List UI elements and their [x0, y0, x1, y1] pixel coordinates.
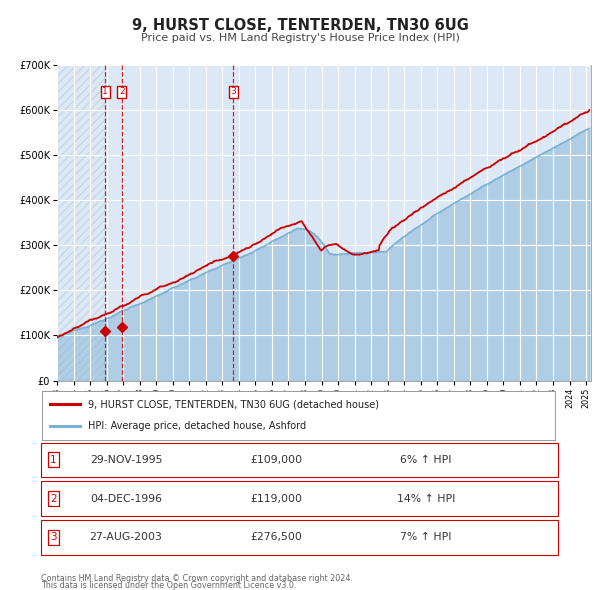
- Text: £109,000: £109,000: [250, 455, 302, 464]
- Text: 1: 1: [50, 455, 57, 464]
- Bar: [57, 65, 105, 381]
- Text: 9, HURST CLOSE, TENTERDEN, TN30 6UG (detached house): 9, HURST CLOSE, TENTERDEN, TN30 6UG (det…: [88, 399, 379, 409]
- Text: 27-AUG-2003: 27-AUG-2003: [89, 533, 163, 542]
- Text: 7% ↑ HPI: 7% ↑ HPI: [400, 533, 452, 542]
- Text: 3: 3: [50, 533, 57, 542]
- Text: Price paid vs. HM Land Registry's House Price Index (HPI): Price paid vs. HM Land Registry's House …: [140, 33, 460, 42]
- Text: 1: 1: [102, 87, 108, 96]
- Text: 6% ↑ HPI: 6% ↑ HPI: [400, 455, 452, 464]
- Text: £119,000: £119,000: [250, 494, 302, 503]
- Text: £276,500: £276,500: [250, 533, 302, 542]
- Text: 29-NOV-1995: 29-NOV-1995: [90, 455, 162, 464]
- Text: 2: 2: [119, 87, 125, 96]
- Text: 3: 3: [230, 87, 236, 96]
- Text: 04-DEC-1996: 04-DEC-1996: [90, 494, 162, 503]
- Text: Contains HM Land Registry data © Crown copyright and database right 2024.: Contains HM Land Registry data © Crown c…: [41, 573, 353, 583]
- Text: This data is licensed under the Open Government Licence v3.0.: This data is licensed under the Open Gov…: [41, 581, 296, 590]
- Text: 2: 2: [50, 494, 57, 503]
- Text: 14% ↑ HPI: 14% ↑ HPI: [397, 494, 455, 503]
- Text: 9, HURST CLOSE, TENTERDEN, TN30 6UG: 9, HURST CLOSE, TENTERDEN, TN30 6UG: [131, 18, 469, 33]
- Text: HPI: Average price, detached house, Ashford: HPI: Average price, detached house, Ashf…: [88, 421, 306, 431]
- Bar: [57, 65, 105, 381]
